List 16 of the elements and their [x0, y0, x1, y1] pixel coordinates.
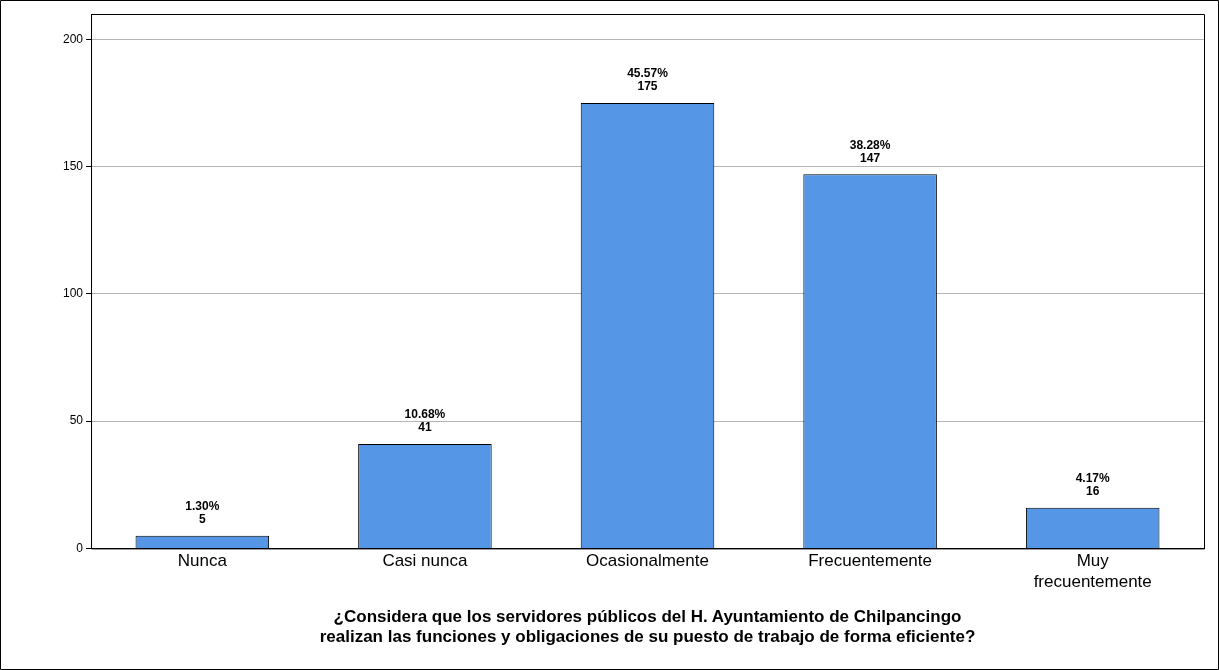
- data-label: 38.28% 147: [849, 137, 891, 165]
- x-tick-label: Ocasionalmente: [586, 551, 709, 571]
- x-axis-title: ¿Considera que los servidores públicos del H. Ayuntamiento de Chilpancingo realizan las funciones y obligaciones de su puesto de trabajo de forma eficiente?: [319, 607, 976, 647]
- data-label: 45.57% 175: [627, 66, 669, 94]
- x-tick-label: Casi nunca: [382, 551, 468, 571]
- data-label: 10.68% 41: [404, 407, 446, 435]
- x-tick-label: Muy frecuentemente: [1033, 551, 1152, 591]
- data-label: 4.17% 16: [1075, 471, 1111, 498]
- y-tick-label: 150: [62, 159, 84, 173]
- y-tick-label: 0: [76, 540, 84, 555]
- x-tick-label: Frecuentemente: [808, 551, 932, 571]
- x-tick-label: Nunca: [177, 551, 228, 571]
- y-tick-label: 200: [62, 31, 84, 46]
- data-label: 1.30% 5: [185, 498, 220, 526]
- y-tick-label: 50: [69, 413, 84, 428]
- y-tick-label: 100: [62, 286, 84, 301]
